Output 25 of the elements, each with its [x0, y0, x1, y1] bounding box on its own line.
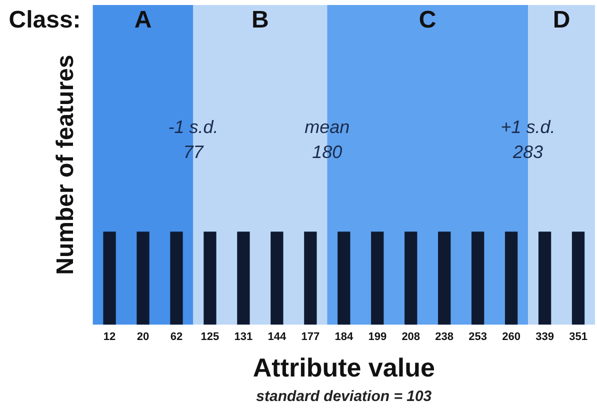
band-label: D: [552, 6, 570, 34]
x-tick-label: 125: [200, 331, 220, 344]
band-label: B: [252, 6, 269, 34]
x-tick-label: 260: [502, 331, 520, 344]
x-tick-label: 199: [368, 331, 387, 344]
x-tick-label: 20: [136, 331, 150, 344]
x-tick-label: 208: [402, 331, 420, 344]
x-tick-label: 238: [435, 331, 454, 344]
text: standard deviation = 103: [256, 388, 432, 406]
x-tick-label: 12: [103, 331, 116, 344]
text: Class:: [8, 6, 81, 34]
band-label: A: [134, 6, 152, 34]
band-label: C: [418, 6, 436, 34]
y-axis-title: Number of features: [52, 54, 80, 275]
x-tick-label: 131: [234, 331, 253, 344]
x-tick-label: 144: [268, 331, 287, 344]
x-tick-label: 62: [170, 331, 183, 344]
text: mean 180: [304, 117, 350, 162]
x-axis-title: Attribute value: [252, 352, 435, 383]
x-tick-label: 184: [334, 331, 354, 344]
text: +1 s.d. 283: [500, 117, 556, 162]
x-tick-label: 339: [536, 331, 554, 344]
x-tick-label: 351: [569, 331, 588, 344]
x-tick-label: 253: [468, 331, 487, 344]
x-tick-label: 177: [301, 331, 320, 344]
